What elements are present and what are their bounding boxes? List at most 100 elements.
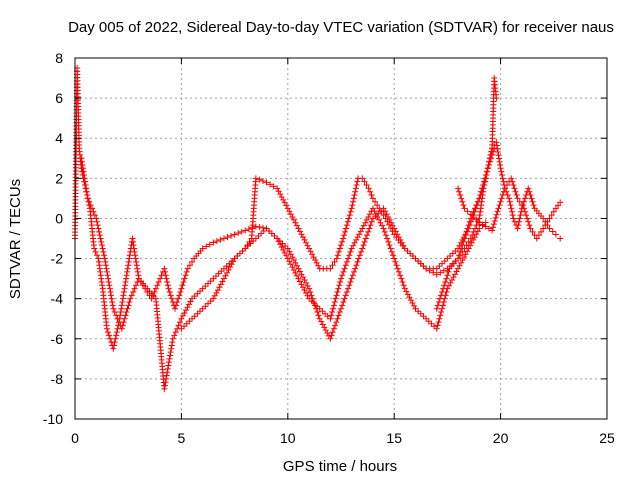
data-point <box>96 228 103 235</box>
data-point <box>292 219 299 226</box>
data-point <box>329 262 336 269</box>
data-point <box>442 278 449 285</box>
data-point <box>380 212 387 219</box>
data-point <box>286 258 293 265</box>
data-point <box>435 319 442 326</box>
data-point <box>464 225 471 232</box>
data-point <box>356 231 363 238</box>
data-point <box>304 282 311 289</box>
data-point <box>216 284 223 291</box>
data-point <box>395 268 402 275</box>
data-point <box>348 205 355 212</box>
data-point <box>108 295 115 302</box>
data-point <box>220 275 227 282</box>
data-point <box>161 265 168 272</box>
data-point <box>131 248 138 255</box>
data-point <box>333 255 340 262</box>
data-point <box>113 312 120 319</box>
data-point <box>286 248 293 255</box>
data-point <box>412 255 419 262</box>
data-point <box>103 265 110 272</box>
data-point <box>81 175 88 182</box>
data-point <box>178 315 185 322</box>
y-tick-label: -6 <box>51 331 64 347</box>
data-point <box>507 202 514 209</box>
data-point <box>292 269 299 276</box>
data-point <box>224 269 230 276</box>
data-point <box>496 155 503 162</box>
data-point <box>434 322 441 329</box>
data-point <box>428 320 435 327</box>
data-point <box>123 309 130 316</box>
data-point <box>392 258 399 265</box>
data-point <box>220 235 227 242</box>
data-point <box>482 223 489 230</box>
data-point <box>516 215 523 222</box>
data-point <box>462 232 469 239</box>
data-point <box>379 222 386 229</box>
data-point <box>322 327 329 334</box>
data-point <box>189 258 196 265</box>
data-point <box>330 325 337 332</box>
data-point <box>409 299 416 306</box>
data-point <box>466 218 473 225</box>
data-point <box>393 262 400 269</box>
data-point <box>259 224 266 231</box>
data-point <box>266 227 273 234</box>
data-point <box>157 275 164 282</box>
data-point <box>131 245 138 252</box>
data-point <box>457 252 464 259</box>
data-point <box>494 208 501 215</box>
data-point <box>197 288 204 295</box>
data-point <box>331 299 338 306</box>
data-point <box>252 178 259 185</box>
data-point <box>514 195 521 202</box>
data-point <box>349 202 356 209</box>
data-point <box>105 275 112 282</box>
data-point <box>351 239 358 246</box>
data-point <box>306 245 313 252</box>
data-point <box>552 231 559 238</box>
data-point <box>283 202 290 209</box>
data-point <box>506 198 513 205</box>
data-point <box>199 285 206 292</box>
data-point <box>508 208 515 215</box>
data-point <box>516 198 523 205</box>
data-point <box>347 278 354 285</box>
data-point <box>301 236 308 243</box>
data-point <box>335 312 342 319</box>
data-point <box>550 208 557 215</box>
data-point <box>342 292 349 299</box>
data-point <box>268 230 275 237</box>
data-point <box>497 162 504 169</box>
data-point <box>126 255 133 262</box>
data-point <box>375 210 382 217</box>
data-point <box>127 295 134 302</box>
data-point <box>120 319 127 326</box>
data-point <box>491 218 498 225</box>
data-point <box>227 264 234 271</box>
data-point <box>242 227 249 234</box>
data-point <box>496 158 503 165</box>
data-point <box>493 142 500 149</box>
data-point <box>508 205 515 212</box>
data-point <box>447 253 454 260</box>
data-point <box>303 239 310 246</box>
data-point <box>546 215 553 222</box>
data-point <box>218 268 225 275</box>
data-point <box>438 292 445 299</box>
data-point <box>164 282 171 289</box>
data-point <box>309 251 316 258</box>
data-point <box>525 185 532 192</box>
data-point <box>389 228 396 235</box>
data-point <box>207 298 214 305</box>
data-point <box>84 192 91 199</box>
data-point <box>497 198 504 205</box>
data-point <box>111 339 118 346</box>
data-point <box>293 272 300 279</box>
data-point <box>258 230 265 237</box>
data-point <box>167 352 174 359</box>
data-point <box>492 214 499 221</box>
data-point <box>476 219 483 226</box>
data-point <box>103 322 110 329</box>
